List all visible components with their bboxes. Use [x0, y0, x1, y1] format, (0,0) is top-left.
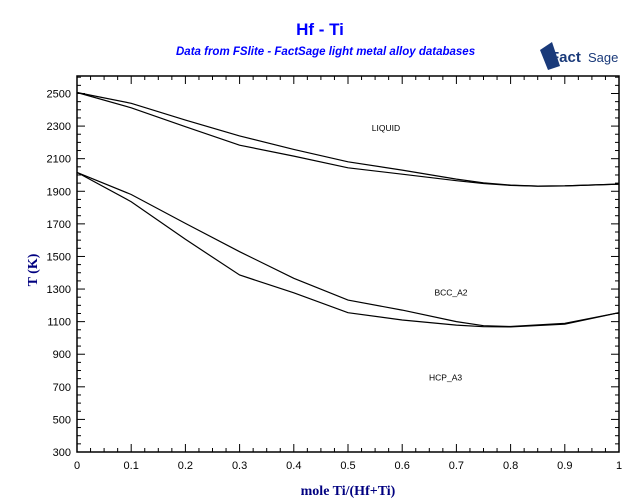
y-tick-label: 900 — [53, 349, 71, 361]
y-tick-label: 1300 — [47, 284, 71, 296]
region-label-bcc_a2: BCC_A2 — [434, 288, 467, 298]
y-tick-label: 1700 — [47, 219, 71, 231]
phase-boundary-liquidus — [76, 91, 620, 187]
y-tick-label: 2500 — [47, 89, 71, 101]
svg-text:Fact: Fact — [550, 49, 581, 66]
y-tick-label: 1500 — [47, 251, 71, 263]
x-tick-label: 0.9 — [557, 460, 572, 472]
y-tick-label: 2300 — [47, 121, 71, 133]
y-tick-label: 700 — [53, 382, 71, 394]
factsage-logo: Fact Sage — [540, 42, 618, 70]
x-tick-label: 0.1 — [124, 460, 139, 472]
x-tick-label: 0.2 — [178, 460, 193, 472]
x-tick-label: 0.8 — [503, 460, 518, 472]
svg-text:Sage: Sage — [588, 50, 618, 65]
phase-boundary-solidus — [76, 91, 620, 187]
plot-frame — [76, 75, 620, 453]
x-tick-label: 0 — [74, 460, 80, 472]
y-axis-label: T (K) — [26, 253, 41, 286]
x-tick-label: 0.5 — [340, 460, 355, 472]
x-axis-label: mole Ti/(Hf+Ti) — [301, 484, 396, 499]
chart-subtitle: Data from FSlite - FactSage light metal … — [176, 46, 476, 58]
x-tick-label: 0.4 — [286, 460, 301, 472]
y-tick-label: 1900 — [47, 186, 71, 198]
chart-title: Hf - Ti — [296, 20, 344, 39]
phase-boundary-bcc-hcp-lower — [76, 171, 620, 328]
y-tick-label: 1100 — [47, 317, 71, 329]
phase-boundary-bcc-hcp-upper — [76, 171, 620, 328]
region-label-hcp_a3: HCP_A3 — [429, 372, 462, 382]
x-tick-label: 0.6 — [395, 460, 410, 472]
x-tick-label: 1 — [616, 460, 622, 472]
region-label-liquid: LIQUID — [372, 123, 400, 133]
x-tick-label: 0.3 — [232, 460, 247, 472]
y-tick-label: 2100 — [47, 154, 71, 166]
y-tick-label: 300 — [53, 447, 71, 459]
y-tick-label: 500 — [53, 414, 71, 426]
x-tick-label: 0.7 — [449, 460, 464, 472]
